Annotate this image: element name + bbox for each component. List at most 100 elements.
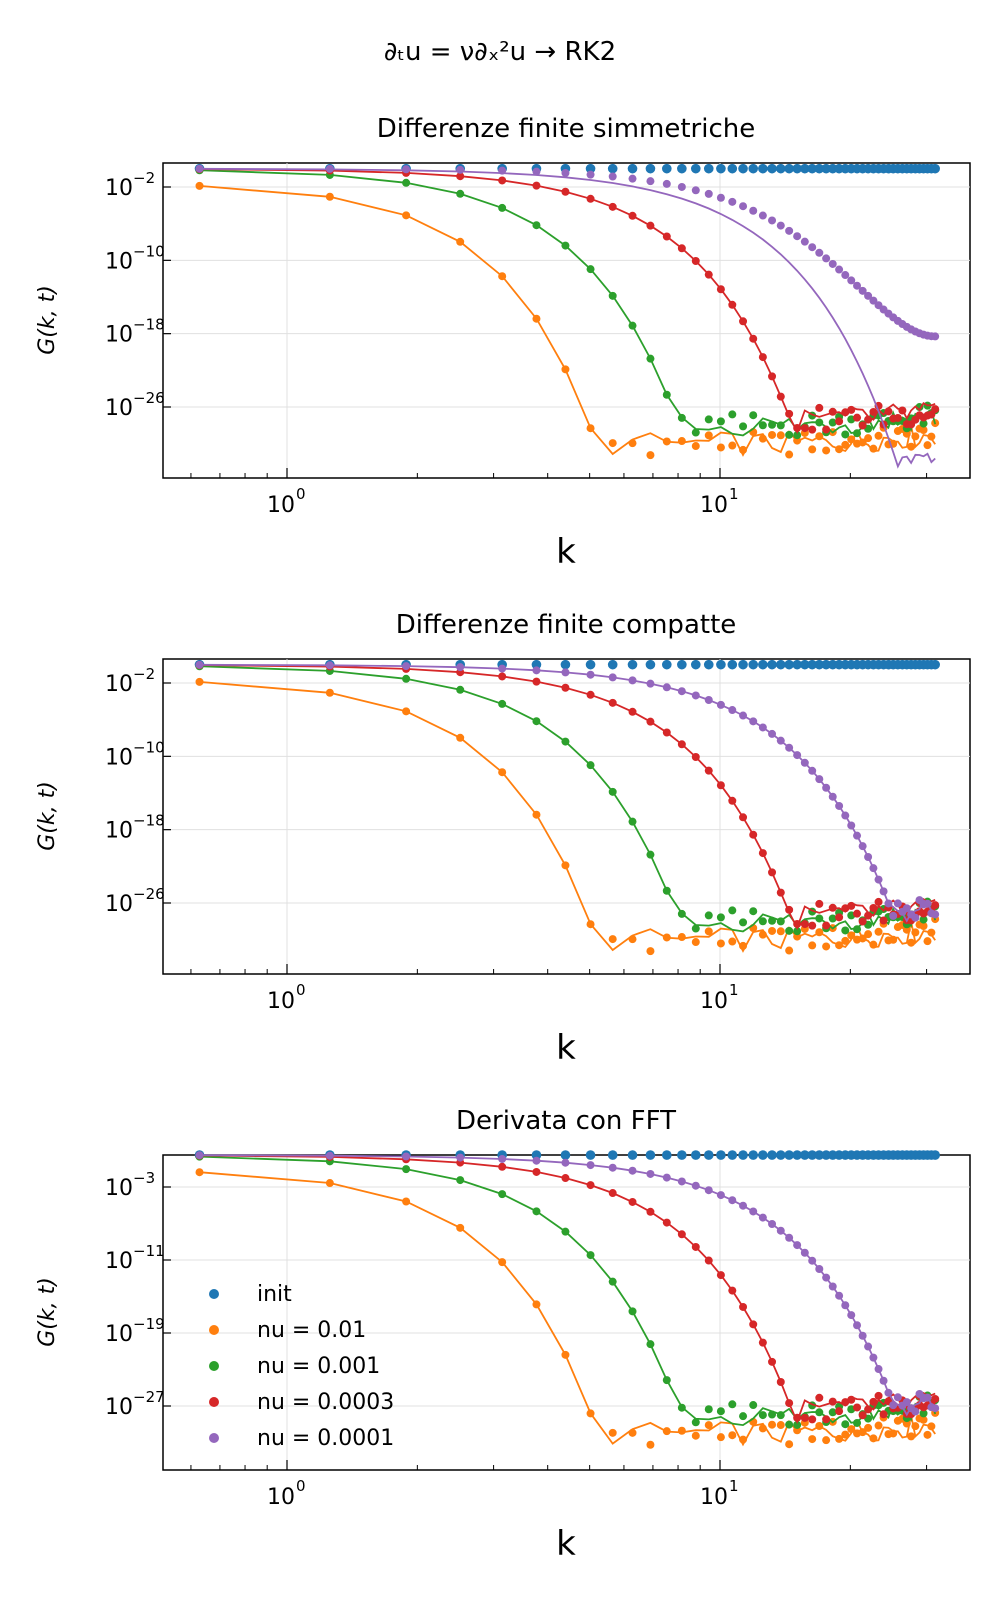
series-point [874, 927, 883, 936]
series-point [858, 438, 867, 447]
series-point [864, 930, 873, 939]
series-point [716, 1433, 725, 1442]
series-point [608, 935, 617, 944]
init-point [748, 659, 759, 670]
init-point [784, 163, 794, 174]
series-point [815, 1393, 824, 1402]
series-point [853, 909, 862, 918]
series-point [325, 1151, 334, 1160]
init-point [775, 659, 786, 670]
series-point [776, 1377, 785, 1386]
series-point [704, 695, 713, 704]
init-point [531, 1150, 542, 1160]
series-point [728, 1400, 737, 1409]
series-point [768, 1357, 777, 1366]
series-point [691, 442, 700, 451]
series-point [608, 439, 617, 448]
init-point [703, 659, 714, 670]
series-point [728, 906, 737, 915]
series-point [758, 421, 767, 430]
panel-3: Derivata con FFT k G(k, t) [35, 1106, 676, 1564]
series-point [864, 911, 873, 920]
panel-1: Differenze finite simmetriche k G(k, t) [35, 114, 755, 572]
series-point [793, 431, 802, 440]
series-point [195, 677, 204, 686]
series-point [923, 1393, 932, 1402]
series-point [608, 1163, 617, 1172]
series-point [677, 244, 686, 253]
series-point [923, 1430, 932, 1439]
init-point [767, 163, 777, 174]
series-point [793, 927, 802, 936]
x-tick-label-exponent: 0 [296, 485, 306, 503]
series-point [677, 1177, 686, 1186]
series-point [911, 1407, 920, 1416]
series-point [768, 916, 777, 925]
series-point [677, 1426, 686, 1435]
init-point [627, 1150, 638, 1160]
series-point [561, 241, 570, 250]
series-point [853, 281, 862, 290]
series-line-nu-0-01 [199, 185, 936, 457]
series-point [561, 169, 570, 178]
series-point [646, 354, 655, 363]
series-point [325, 164, 334, 173]
series-point [889, 1401, 898, 1410]
series-point [858, 1428, 867, 1437]
series-point [828, 914, 837, 923]
series-point [869, 864, 878, 873]
series-line-nu-0-01 [199, 1171, 936, 1447]
x-tick-label: 10 [267, 493, 295, 518]
init-point [748, 1150, 759, 1160]
series-point [561, 737, 570, 746]
series-point [646, 451, 655, 460]
series-point [828, 259, 837, 268]
series-point [853, 429, 862, 438]
panel-2-title: Differenze finite compatte [396, 610, 737, 640]
series-point [586, 690, 595, 699]
series-point [758, 434, 767, 443]
panel-3-title: Derivata con FFT [456, 1106, 676, 1136]
series-point [662, 1376, 671, 1385]
series-point [739, 445, 748, 454]
init-point [727, 1150, 738, 1160]
y-tick-label: 10 [105, 323, 133, 348]
series-point [608, 172, 617, 181]
series-point [662, 1218, 671, 1227]
series-point [586, 670, 595, 679]
series-point [869, 444, 878, 453]
series-point [628, 935, 637, 944]
series-point [853, 1321, 862, 1330]
series-line-nu-0-0001 [199, 167, 936, 469]
series-point [532, 717, 541, 726]
series-point [739, 1302, 748, 1311]
y-tick-label-exponent: −26 [133, 389, 165, 407]
series-point [841, 430, 850, 439]
y-tick-label: 10 [105, 176, 133, 201]
series-point [793, 751, 802, 760]
series-point [608, 787, 617, 796]
init-point [758, 1150, 768, 1160]
init-point [560, 659, 571, 670]
series-point [691, 1431, 700, 1440]
series-point [835, 1434, 844, 1443]
init-point [930, 163, 940, 174]
series-point [498, 699, 507, 708]
series-point [808, 941, 817, 950]
series-line-nu-0-0001 [199, 663, 936, 923]
series-point [808, 921, 817, 930]
init-point [767, 659, 777, 670]
series-point [586, 194, 595, 203]
series-point [498, 664, 507, 673]
series-point [498, 1190, 507, 1199]
series-point [532, 810, 541, 819]
init-point [690, 659, 701, 670]
legend-label: nu = 0.0001 [257, 1426, 394, 1451]
series-point [828, 1408, 837, 1417]
series-point [716, 1407, 725, 1416]
series-point [931, 910, 940, 919]
series-point [561, 1158, 570, 1167]
series-point [704, 431, 713, 440]
init-point [807, 1150, 817, 1160]
